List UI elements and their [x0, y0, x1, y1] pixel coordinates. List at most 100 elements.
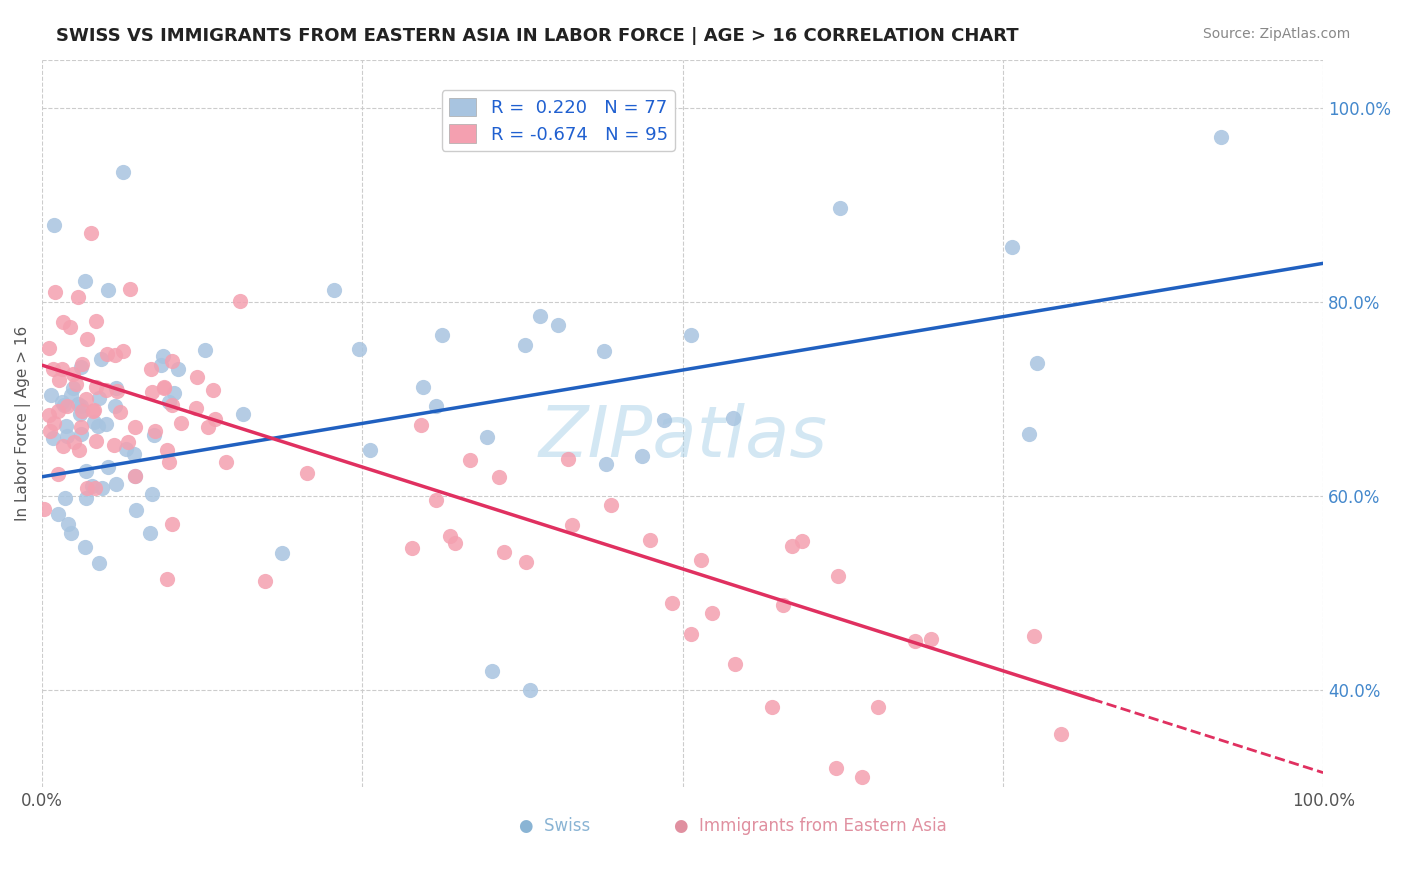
Point — [46, 404, 69, 418]
Point — [157, 455, 180, 469]
Point — [1001, 239, 1024, 253]
Point — [39, 425, 62, 439]
Point — [160, 517, 183, 532]
Point — [48, 373, 70, 387]
Point — [69, 407, 91, 421]
Point — [475, 430, 498, 444]
Point — [595, 458, 617, 472]
Text: SWISS VS IMMIGRANTS FROM EASTERN ASIA IN LABOR FORCE | AGE > 16 CORRELATION CHAR: SWISS VS IMMIGRANTS FROM EASTERN ASIA IN… — [56, 27, 1019, 45]
Point — [1050, 727, 1073, 741]
Point — [439, 528, 461, 542]
Point — [197, 420, 219, 434]
Point — [105, 381, 128, 395]
Point — [515, 555, 537, 569]
Point — [87, 392, 110, 406]
Point — [149, 358, 172, 372]
Point — [62, 381, 84, 395]
Point — [157, 395, 180, 409]
Point — [828, 201, 851, 215]
Point — [143, 428, 166, 442]
Point — [359, 443, 381, 458]
Point — [48, 507, 70, 521]
Point — [111, 344, 134, 359]
Point — [70, 420, 93, 434]
Point — [827, 569, 849, 583]
Point — [38, 341, 60, 355]
Point — [55, 418, 77, 433]
Point — [73, 274, 96, 288]
Point — [53, 398, 76, 412]
Point — [42, 432, 65, 446]
Point — [561, 517, 583, 532]
Point — [488, 470, 510, 484]
Point — [51, 439, 73, 453]
Point — [124, 420, 146, 434]
Point — [700, 606, 723, 620]
Point — [153, 380, 176, 394]
Point — [323, 283, 346, 297]
Point — [84, 314, 107, 328]
Point — [1209, 130, 1232, 145]
Point — [254, 574, 277, 588]
Point — [62, 367, 84, 381]
Point — [97, 283, 120, 297]
Point — [772, 599, 794, 613]
Point — [65, 377, 87, 392]
Point — [232, 408, 254, 422]
Point — [56, 399, 79, 413]
Point — [44, 416, 66, 430]
Point — [153, 381, 176, 395]
Point — [170, 416, 193, 430]
Point — [444, 536, 467, 550]
Point — [271, 546, 294, 560]
Point — [76, 332, 98, 346]
Point — [143, 425, 166, 439]
Point — [600, 498, 623, 512]
Point — [458, 452, 481, 467]
Point — [204, 412, 226, 426]
Point — [90, 351, 112, 366]
Point — [83, 415, 105, 429]
Point — [425, 399, 447, 413]
Y-axis label: In Labor Force | Age > 16: In Labor Force | Age > 16 — [15, 326, 31, 521]
Point — [76, 481, 98, 495]
Point — [430, 328, 453, 343]
Text: ZIPatlas: ZIPatlas — [538, 403, 827, 473]
Point — [186, 370, 208, 384]
Point — [163, 386, 186, 401]
Point — [139, 526, 162, 541]
Legend: R =  0.220   N = 77, R = -0.674   N = 95: R = 0.220 N = 77, R = -0.674 N = 95 — [441, 90, 675, 151]
Point — [56, 517, 79, 532]
Point — [721, 411, 744, 425]
Point — [160, 353, 183, 368]
Point — [112, 165, 135, 179]
Point — [920, 632, 942, 646]
Point — [105, 384, 128, 399]
Point — [825, 761, 848, 775]
Point — [638, 533, 661, 547]
Point — [1026, 356, 1049, 370]
Point — [67, 397, 90, 411]
Text: ●  Swiss: ● Swiss — [519, 817, 591, 835]
Point — [96, 347, 118, 361]
Point — [124, 468, 146, 483]
Point — [34, 502, 56, 516]
Point — [141, 384, 163, 399]
Point — [792, 533, 814, 548]
Text: Source: ZipAtlas.com: Source: ZipAtlas.com — [1202, 27, 1350, 41]
Point — [44, 285, 66, 299]
Point — [547, 318, 569, 333]
Point — [83, 482, 105, 496]
Point — [184, 401, 207, 415]
Point — [1022, 630, 1045, 644]
Point — [56, 428, 79, 442]
Point — [202, 383, 225, 397]
Point — [652, 413, 675, 427]
Point — [83, 403, 105, 417]
Point — [60, 526, 83, 541]
Point — [70, 427, 93, 442]
Point — [156, 572, 179, 586]
Point — [117, 434, 139, 449]
Point — [82, 403, 104, 417]
Point — [515, 338, 537, 352]
